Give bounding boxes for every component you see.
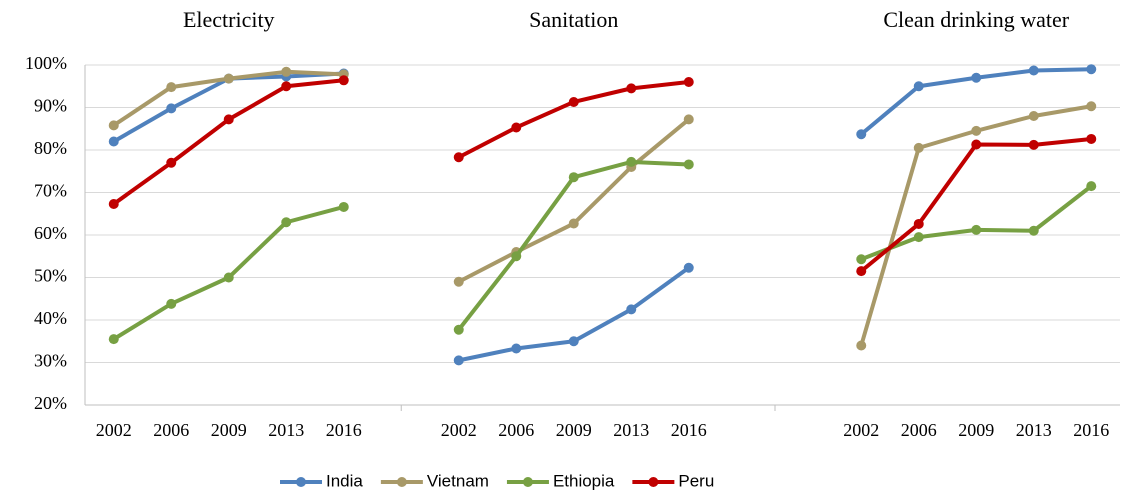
series-line xyxy=(859,136,1092,273)
data-point xyxy=(511,251,522,262)
x-tick-label: 2016 xyxy=(671,420,707,440)
data-point xyxy=(1086,101,1097,112)
legend-marker xyxy=(522,477,533,487)
data-point xyxy=(683,77,694,87)
data-point xyxy=(568,96,579,107)
data-point xyxy=(913,232,924,243)
y-tick-label: 20% xyxy=(34,393,67,413)
data-point xyxy=(108,120,119,131)
data-point xyxy=(971,125,982,136)
data-point xyxy=(223,272,234,283)
data-point xyxy=(338,201,349,212)
y-tick-label: 40% xyxy=(34,308,67,328)
data-point xyxy=(511,343,522,354)
x-tick-label: 2009 xyxy=(958,420,994,440)
x-tick-label: 2006 xyxy=(901,420,937,440)
x-tick-label: 2002 xyxy=(441,420,477,440)
data-point xyxy=(626,156,637,167)
data-point xyxy=(1086,133,1097,144)
y-tick-label: 80% xyxy=(34,138,67,158)
data-point xyxy=(856,254,867,265)
data-point xyxy=(913,81,924,92)
data-point xyxy=(281,81,292,92)
data-point xyxy=(166,103,177,114)
legend-marker xyxy=(648,477,659,487)
data-point xyxy=(1028,139,1039,150)
data-point xyxy=(971,139,982,150)
data-point xyxy=(108,136,119,147)
data-point xyxy=(166,298,177,309)
data-point xyxy=(856,340,867,351)
legend-label: India xyxy=(326,471,363,490)
data-point xyxy=(108,334,119,345)
y-tick-label: 60% xyxy=(34,223,67,243)
data-point xyxy=(913,218,924,229)
x-tick-label: 2009 xyxy=(211,420,247,440)
y-tick-label: 50% xyxy=(34,266,67,286)
data-point xyxy=(453,355,464,366)
x-tick-label: 2006 xyxy=(153,420,189,440)
data-point xyxy=(1086,181,1097,192)
x-tick-label: 2013 xyxy=(613,420,649,440)
panel-title: Clean drinking water xyxy=(883,7,1069,32)
data-point xyxy=(626,83,637,94)
data-point xyxy=(856,129,867,140)
series-line xyxy=(457,117,691,284)
data-point xyxy=(626,304,637,315)
panel-title: Sanitation xyxy=(529,7,618,32)
legend-label: Vietnam xyxy=(427,471,489,490)
data-point xyxy=(1086,64,1097,75)
series-line xyxy=(457,159,689,332)
data-point xyxy=(568,218,579,229)
legend-marker xyxy=(296,477,306,487)
x-tick-label: 2013 xyxy=(268,420,304,440)
data-point xyxy=(166,82,177,93)
data-point xyxy=(281,66,292,77)
data-point xyxy=(568,336,579,347)
x-tick-label: 2016 xyxy=(1073,420,1109,440)
x-tick-label: 2009 xyxy=(556,420,592,440)
legend-marker xyxy=(396,477,407,487)
data-point xyxy=(223,114,234,125)
y-tick-label: 90% xyxy=(34,96,67,116)
x-tick-label: 2016 xyxy=(326,420,362,440)
data-point xyxy=(683,159,694,170)
data-point xyxy=(453,152,464,163)
legend-label: Ethiopia xyxy=(553,471,615,490)
series-line xyxy=(112,78,344,206)
data-point xyxy=(453,324,464,335)
panel-title: Electricity xyxy=(183,7,275,32)
x-tick-label: 2002 xyxy=(843,420,879,440)
data-point xyxy=(511,122,522,133)
legend-label: Peru xyxy=(678,471,714,490)
data-point xyxy=(108,198,119,209)
data-point xyxy=(971,224,982,235)
data-point xyxy=(856,266,867,277)
data-point xyxy=(568,172,579,183)
data-point xyxy=(166,157,177,168)
data-point xyxy=(683,114,694,125)
data-point xyxy=(338,75,349,86)
data-point xyxy=(223,73,234,84)
data-point xyxy=(453,276,464,287)
data-point xyxy=(913,142,924,153)
x-tick-label: 2002 xyxy=(96,420,132,440)
series-line xyxy=(458,266,690,363)
x-tick-label: 2013 xyxy=(1016,420,1052,440)
data-point xyxy=(683,262,694,273)
x-tick-label: 2006 xyxy=(498,420,534,440)
y-tick-label: 70% xyxy=(34,181,67,201)
data-point xyxy=(281,217,292,228)
data-point xyxy=(1028,65,1039,76)
y-tick-label: 30% xyxy=(34,351,67,371)
data-point xyxy=(1028,225,1039,236)
data-point xyxy=(971,72,982,83)
y-tick-label: 100% xyxy=(25,53,67,73)
data-point xyxy=(1028,111,1039,121)
